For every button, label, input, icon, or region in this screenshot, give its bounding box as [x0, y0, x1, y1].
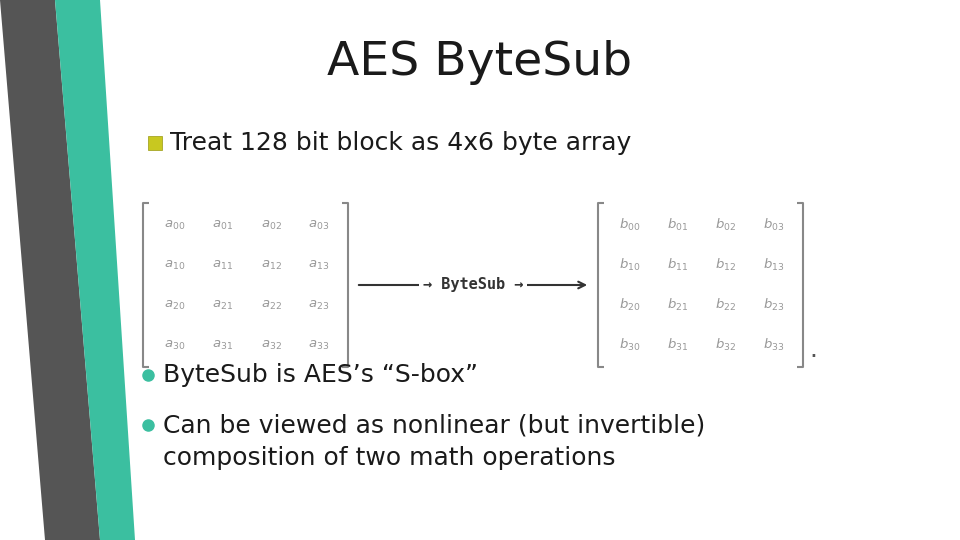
Text: $b_{10}$: $b_{10}$ [619, 257, 640, 273]
Text: $b_{33}$: $b_{33}$ [763, 337, 784, 353]
Text: $a_{11}$: $a_{11}$ [212, 259, 233, 272]
Text: → ByteSub →: → ByteSub → [422, 278, 523, 293]
Text: $a_{10}$: $a_{10}$ [164, 259, 185, 272]
Text: $b_{30}$: $b_{30}$ [619, 337, 640, 353]
Text: $b_{22}$: $b_{22}$ [715, 297, 736, 313]
Text: Treat 128 bit block as 4x6 byte array: Treat 128 bit block as 4x6 byte array [170, 131, 632, 155]
Text: $a_{33}$: $a_{33}$ [308, 339, 329, 352]
Text: $b_{01}$: $b_{01}$ [667, 217, 688, 233]
Text: $b_{02}$: $b_{02}$ [715, 217, 736, 233]
Text: $a_{21}$: $a_{21}$ [212, 299, 233, 312]
Text: $b_{11}$: $b_{11}$ [667, 257, 688, 273]
Text: $b_{31}$: $b_{31}$ [667, 337, 688, 353]
Text: $b_{03}$: $b_{03}$ [763, 217, 784, 233]
Text: $b_{21}$: $b_{21}$ [667, 297, 688, 313]
Text: .: . [809, 338, 817, 362]
Text: Can be viewed as nonlinear (but invertible): Can be viewed as nonlinear (but invertib… [163, 413, 706, 437]
Text: composition of two math operations: composition of two math operations [163, 446, 615, 470]
Text: ByteSub is AES’s “S-box”: ByteSub is AES’s “S-box” [163, 363, 478, 387]
Text: $b_{13}$: $b_{13}$ [763, 257, 784, 273]
Text: $a_{31}$: $a_{31}$ [212, 339, 233, 352]
Text: $b_{32}$: $b_{32}$ [715, 337, 736, 353]
Polygon shape [55, 0, 135, 540]
Polygon shape [0, 0, 100, 540]
Text: $b_{00}$: $b_{00}$ [619, 217, 640, 233]
Text: $b_{23}$: $b_{23}$ [763, 297, 784, 313]
Text: $a_{30}$: $a_{30}$ [164, 339, 185, 352]
Text: $a_{20}$: $a_{20}$ [164, 299, 185, 312]
Text: $b_{20}$: $b_{20}$ [619, 297, 640, 313]
Text: $a_{00}$: $a_{00}$ [164, 219, 185, 232]
Text: $a_{22}$: $a_{22}$ [260, 299, 281, 312]
Text: $a_{32}$: $a_{32}$ [260, 339, 281, 352]
Text: $a_{03}$: $a_{03}$ [308, 219, 329, 232]
Text: $a_{01}$: $a_{01}$ [212, 219, 233, 232]
Text: $b_{12}$: $b_{12}$ [715, 257, 736, 273]
FancyBboxPatch shape [148, 136, 162, 150]
Text: $a_{23}$: $a_{23}$ [308, 299, 329, 312]
Text: $a_{12}$: $a_{12}$ [260, 259, 281, 272]
Text: AES ByteSub: AES ByteSub [327, 40, 633, 85]
Text: $a_{13}$: $a_{13}$ [308, 259, 329, 272]
Text: $a_{02}$: $a_{02}$ [260, 219, 281, 232]
